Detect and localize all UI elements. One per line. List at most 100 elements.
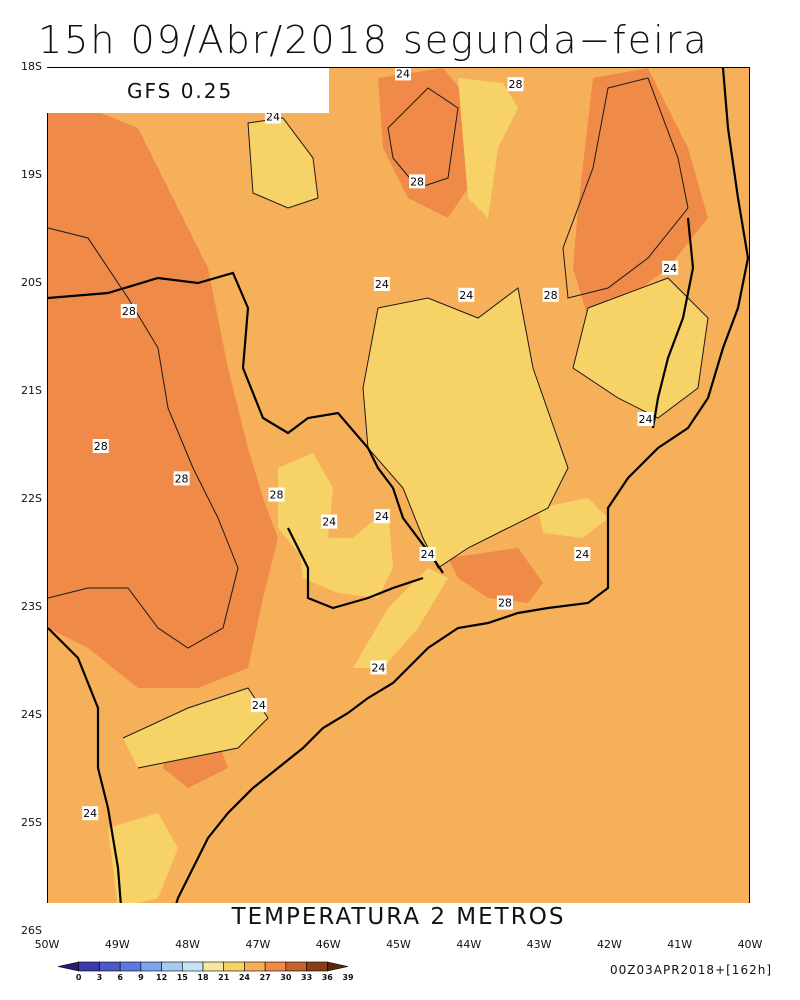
mild-region-islands: [538, 498, 608, 538]
contour-label: 28: [542, 287, 559, 302]
warm-region-west: [48, 108, 278, 688]
contour-label: 24: [250, 698, 267, 713]
mild-regions: [108, 78, 708, 908]
contour-label: 24: [373, 509, 390, 524]
contour-label-layer: 24 28 24 28 24 24 24 28 28 24 28 28 28 24 24 24 24 28 24 24…: [82, 68, 679, 821]
longitude-tick: 43W: [526, 938, 552, 951]
map-title: 15h 09/Abr/2018 segunda−feira: [38, 18, 709, 62]
state-border-sp-pr: [48, 627, 124, 930]
contour-label: 28: [120, 304, 137, 318]
longitude-tick: 45W: [386, 938, 411, 951]
longitude-tick: 48W: [175, 938, 201, 951]
mild-region-northwest: [248, 118, 318, 208]
colorbar-tick-label: 18: [197, 973, 209, 982]
contour-label-text: 28: [269, 489, 283, 502]
contour-label-text: 28: [94, 440, 108, 453]
contour-label-text: 28: [544, 289, 558, 302]
isotherm-24-southwest: [122, 687, 269, 769]
colorbar-swatch: [285, 961, 307, 972]
contour-label-text: 28: [498, 597, 512, 610]
warm-regions: [48, 68, 708, 788]
latitude-tick: 24S: [21, 708, 42, 721]
contour-label-text: 24: [266, 111, 280, 124]
contour-label-text: 24: [375, 510, 389, 523]
colorbar-swatch: [223, 961, 245, 972]
colorbar-swatch: [264, 961, 287, 972]
coastline-and-borders: [48, 68, 749, 930]
contour-label: 28: [496, 595, 513, 610]
longitude-tick: 41W: [667, 938, 693, 951]
contour-label-text: 24: [459, 289, 473, 302]
contour-label: 24: [637, 412, 654, 426]
field-label: TEMPERATURA 2 METROS: [47, 903, 750, 931]
contour-label: 24: [82, 806, 99, 821]
contour-label: 24: [662, 260, 679, 275]
contour-label: 28: [268, 487, 285, 502]
colorbar-tick-label: 6: [117, 973, 123, 982]
longitude-tick: 46W: [315, 938, 341, 951]
colorbar-swatch: [326, 961, 349, 972]
longitude-tick: 50W: [34, 938, 60, 951]
contour-label: 28: [173, 471, 190, 486]
contour-label-text: 24: [252, 699, 266, 712]
longitude-tick: 40W: [737, 938, 763, 951]
colorbar-swatch: [181, 961, 204, 972]
colorbar-swatches: [57, 961, 349, 972]
state-border-sp-rj: [287, 527, 424, 610]
latitude-tick: 23S: [21, 600, 42, 613]
colorbar-tick-label: 0: [76, 973, 82, 982]
colorbar-tick-label: 12: [156, 973, 167, 982]
mild-region-ridge: [353, 568, 448, 668]
contour-label: 24: [395, 68, 412, 81]
colorbar-tick-label: 33: [301, 973, 312, 982]
map-area[interactable]: 24 28 24 28 24 24 24 28 28 24 28 28 28 24 24 24 24 28 24 24…: [47, 67, 750, 931]
longitude-tick: 49W: [104, 938, 130, 951]
contour-label: 24: [264, 109, 281, 124]
latitude-tick: 20S: [21, 276, 42, 289]
contour-label: 24: [419, 547, 436, 561]
longitude-tick: 42W: [596, 938, 622, 951]
colorbar-swatch: [57, 961, 80, 972]
contour-label: 24: [574, 547, 591, 561]
mild-region-basin: [278, 453, 333, 558]
longitude-tick: 44W: [456, 938, 482, 951]
colorbar-swatch: [78, 961, 100, 972]
colorbar: 0 3 6 9 12 15 18 21 24 27 30 33 36 39: [57, 961, 354, 982]
contour-label-text: 28: [175, 472, 189, 485]
contour-label-text: 24: [639, 413, 653, 426]
contour-label: 24: [458, 287, 475, 302]
colorbar-tick-label: 21: [218, 973, 230, 982]
contour-label-text: 28: [508, 78, 522, 91]
isotherm-24-center: [362, 287, 569, 569]
colorbar-tick-label: 3: [97, 973, 103, 982]
contour-label-text: 24: [421, 548, 435, 561]
run-label: 00Z03APR2018+[162h]: [609, 963, 772, 977]
latitude-tick: 22S: [21, 492, 42, 505]
latitude-tick: 18S: [21, 60, 42, 73]
latitude-tick: 19S: [21, 168, 42, 181]
colorbar-swatch: [140, 961, 162, 972]
map-svg: 24 28 24 28 24 24 24 28 28 24 28 28 28 24 24 24 24 28 24 24…: [48, 68, 749, 930]
warm-region-northeast: [573, 68, 708, 318]
coastline: [167, 68, 749, 930]
contour-label-text: 24: [83, 807, 97, 820]
colorbar-swatch: [161, 961, 183, 972]
isotherm-24-northwest: [247, 117, 319, 209]
colorbar-swatch: [244, 961, 266, 972]
mild-region-east: [573, 278, 708, 418]
latitude-tick: 25S: [21, 816, 42, 829]
colorbar-tick-label: 39: [342, 973, 354, 982]
isotherm-24-east: [572, 277, 709, 419]
colorbar-ticks: 0 3 6 9 12 15 18 21 24 27 30 33 36 39: [76, 973, 354, 982]
mild-region-upper: [458, 78, 518, 218]
longitude-tick: 47W: [245, 938, 271, 951]
contour-label-text: 24: [575, 548, 589, 561]
isotherm-28-northeast: [562, 77, 689, 299]
colorbar-swatch: [306, 961, 328, 972]
colorbar-swatch: [119, 961, 142, 972]
colorbar-tick-label: 9: [138, 973, 144, 982]
colorbar-swatch: [99, 961, 121, 972]
state-border-mg-es: [651, 217, 695, 429]
contour-label: 24: [370, 660, 387, 675]
warm-region-coast: [448, 548, 543, 603]
